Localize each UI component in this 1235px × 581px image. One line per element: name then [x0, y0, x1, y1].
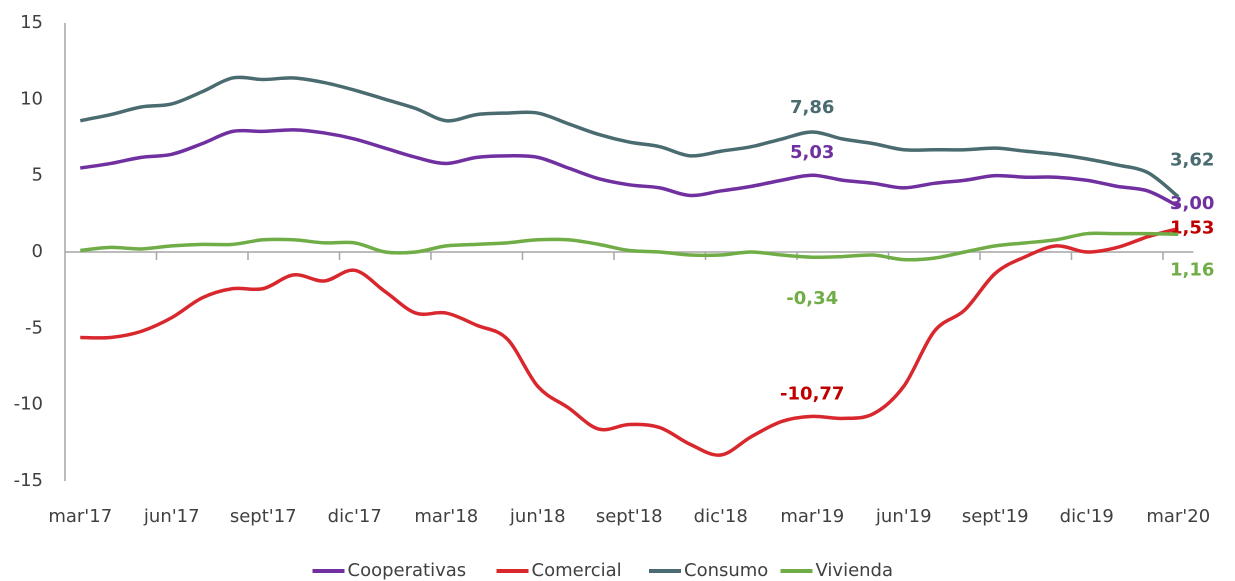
x-tick-label: sept'18 [596, 506, 663, 527]
x-tick-label: jun'18 [509, 506, 566, 527]
legend-label: Comercial [532, 560, 622, 581]
y-tick-label: 5 [32, 165, 43, 186]
legend-label: Cooperativas [348, 560, 467, 581]
data-label: 3,62 [1170, 150, 1214, 171]
series-line [79, 75, 1180, 199]
y-tick-label: 15 [20, 12, 43, 33]
data-label: 5,03 [790, 142, 834, 163]
x-tick-label: dic'18 [694, 506, 748, 527]
series-line [80, 226, 1179, 457]
series-line [79, 128, 1180, 208]
x-tick-label: jun'19 [875, 506, 932, 527]
x-tick-label: sept'19 [962, 506, 1029, 527]
data-label: 3,00 [1170, 193, 1214, 214]
x-tick-label: mar'17 [48, 506, 112, 527]
data-label: -10,77 [780, 383, 844, 404]
data-label: -0,34 [786, 288, 838, 309]
x-tick-label: mar'19 [780, 506, 844, 527]
y-tick-label: 0 [32, 241, 43, 262]
x-tick-label: mar'18 [414, 506, 478, 527]
x-tick-label: dic'17 [328, 506, 382, 527]
series-line [80, 231, 1179, 262]
x-tick-label: sept'17 [230, 506, 297, 527]
y-tick-label: -5 [25, 317, 43, 338]
legend-label: Consumo [684, 560, 768, 581]
y-tick-label: -10 [14, 394, 43, 415]
x-tick-label: dic'19 [1060, 506, 1114, 527]
data-label: 1,16 [1170, 259, 1214, 280]
y-tick-label: -15 [14, 470, 43, 491]
data-label: 1,53 [1170, 218, 1214, 239]
x-tick-label: mar'20 [1146, 506, 1210, 527]
legend-label: Vivienda [816, 560, 894, 581]
data-label: 7,86 [790, 97, 834, 118]
y-tick-label: 10 [20, 88, 43, 109]
x-tick-label: jun'17 [143, 506, 200, 527]
